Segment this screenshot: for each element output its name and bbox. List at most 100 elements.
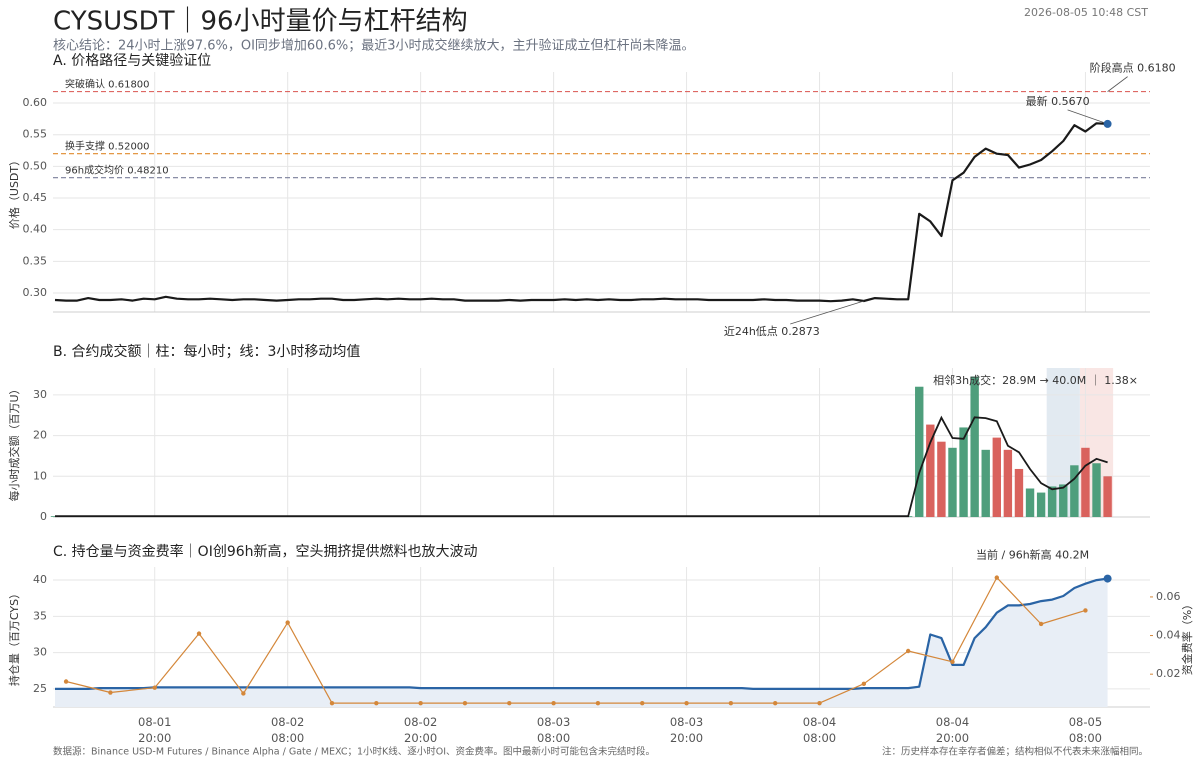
x-tick-label: 08-02 20:00 xyxy=(403,715,438,745)
bar xyxy=(1092,463,1101,517)
bar xyxy=(1048,486,1057,517)
bar xyxy=(1081,447,1090,517)
panel-title: C. 持仓量与资金费率｜OI创96h新高，空头拥挤提供燃料也放大波动 xyxy=(53,543,478,560)
panel-title: A. 价格路径与关键验证位 xyxy=(53,53,211,69)
y-tick-label: 0.60 xyxy=(23,96,48,109)
y-tick-label: 40 xyxy=(33,573,47,586)
bar xyxy=(1070,465,1079,517)
bar xyxy=(1025,488,1035,517)
annotation: 阶段高点 0.6180 xyxy=(1090,61,1176,75)
y-tick-label: 30 xyxy=(33,646,47,659)
source-note: 数据源：Binance USD-M Futures / Binance Alph… xyxy=(53,746,655,758)
point xyxy=(861,681,867,687)
y-tick-label: 0.35 xyxy=(23,254,48,267)
y-tick-label: 0.30 xyxy=(23,286,48,299)
reference-label: 突破确认 0.61800 xyxy=(65,78,150,91)
y-axis-label: 每小时成交额（百万U） xyxy=(7,383,21,501)
line xyxy=(65,577,1086,704)
y2-tick-label: 0.04 xyxy=(1156,629,1181,642)
point xyxy=(63,679,69,684)
reference-label: 96h成交均价 0.48210 xyxy=(65,164,169,177)
point xyxy=(728,700,734,706)
annotation-arrow xyxy=(1107,76,1128,92)
latest-point xyxy=(1103,119,1112,128)
bar xyxy=(1003,449,1013,517)
x-tick-label: 08-05 08:00 xyxy=(1068,715,1103,745)
y-axis-label: 持仓量（百万CYS） xyxy=(7,588,21,686)
x-tick-label: 08-02 08:00 xyxy=(270,715,305,745)
annotation: 近24h低点 0.2873 xyxy=(724,325,820,338)
point xyxy=(108,690,113,695)
y-tick-label: 0.50 xyxy=(23,159,48,172)
point xyxy=(640,700,645,706)
point xyxy=(241,691,246,696)
subtitle: 核心结论：24小时上涨97.6%，OI同步增加60.6%；最近3小时成交继续放大… xyxy=(53,38,694,54)
point xyxy=(374,700,379,706)
y-tick-label: 35 xyxy=(33,609,47,622)
point xyxy=(595,700,601,706)
y-axis-label: 价格（USDT） xyxy=(7,155,21,229)
point xyxy=(817,700,822,706)
bar xyxy=(937,441,946,517)
point xyxy=(950,659,955,665)
page-title: CYSUSDT｜96小时量价与杠杆结构 xyxy=(53,7,468,37)
y-tick-label: 20 xyxy=(33,429,47,442)
point xyxy=(462,700,468,706)
bar xyxy=(992,437,1001,517)
y2-axis-label: 资金费率（%） xyxy=(1180,599,1194,675)
area xyxy=(55,578,1108,707)
bar xyxy=(1036,492,1046,517)
x-tick-label: 08-04 20:00 xyxy=(935,715,970,745)
point xyxy=(507,700,512,706)
point xyxy=(1038,621,1044,627)
annotation: 当前 / 96h新高 40.2M xyxy=(976,548,1089,562)
line xyxy=(55,577,1108,690)
y-tick-label: 0.55 xyxy=(23,128,48,141)
point xyxy=(684,700,689,706)
x-tick-label: 08-04 08:00 xyxy=(802,715,837,745)
y-tick-label: 0.40 xyxy=(23,223,48,236)
moving-average xyxy=(55,415,1108,518)
y2-tick-label: 0.02 xyxy=(1156,667,1181,680)
timestamp: 2026-08-05 10:48 CST xyxy=(1024,6,1148,19)
bar xyxy=(926,424,935,517)
y-tick-label: 0.45 xyxy=(23,191,48,204)
x-tick-label: 08-01 20:00 xyxy=(138,715,172,745)
bar xyxy=(981,449,990,517)
bar xyxy=(1014,468,1024,517)
x-tick-label: 08-03 20:00 xyxy=(669,715,704,745)
disclaimer: 注：历史样本存在幸存者偏差；结构相似不代表未来涨幅相同。 xyxy=(882,746,1148,758)
annotation-arrow xyxy=(790,300,864,325)
line xyxy=(54,122,1108,303)
point xyxy=(551,700,556,706)
point xyxy=(152,685,157,690)
bar xyxy=(1103,476,1112,517)
y-tick-label: 25 xyxy=(33,682,47,695)
x-tick-label: 08-03 08:00 xyxy=(536,715,571,745)
bar xyxy=(915,386,924,517)
y2-tick-label: 0.06 xyxy=(1156,590,1181,603)
point xyxy=(329,700,335,706)
latest-point xyxy=(1103,574,1112,583)
panel-title: B. 合约成交额｜柱：每小时；线：3小时移动均值 xyxy=(53,343,360,360)
annotation-arrow xyxy=(1067,109,1108,125)
point xyxy=(1083,608,1088,613)
y-tick-label: 10 xyxy=(33,469,47,482)
reference-label: 换手支撑 0.52000 xyxy=(65,140,150,153)
y-tick-label: 30 xyxy=(33,388,47,401)
point xyxy=(994,575,999,580)
annotation: 最新 0.5670 xyxy=(1026,94,1090,108)
bar xyxy=(948,447,957,517)
point xyxy=(196,631,202,636)
y-tick-label: 0 xyxy=(40,510,47,523)
point xyxy=(773,700,778,706)
bar xyxy=(1059,484,1068,517)
point xyxy=(418,700,423,706)
window-note: 相邻3h成交：28.9M → 40.0M ｜ 1.38× xyxy=(933,373,1138,387)
bar xyxy=(959,427,968,517)
bar xyxy=(970,376,979,517)
point xyxy=(285,620,290,625)
point xyxy=(905,648,911,654)
